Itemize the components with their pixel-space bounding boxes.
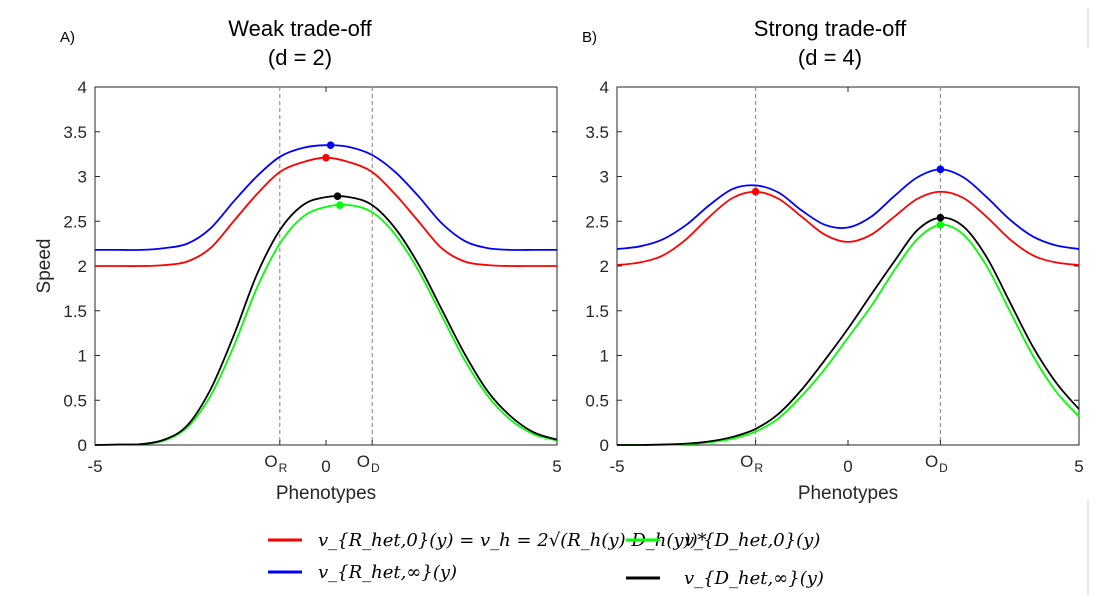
series-line-1-a xyxy=(95,144,557,251)
y-tick-label-b: 3.5 xyxy=(585,123,609,142)
peak-marker-3-a xyxy=(333,192,342,200)
optimum-label-r-b: OR xyxy=(740,452,763,475)
chart-subtitle-a: (d = 2) xyxy=(268,45,332,70)
series-line-2-b xyxy=(616,223,1080,446)
x-tick-label-a: 0 xyxy=(321,457,330,476)
legend-label-green: v_{D_het,0}(y) xyxy=(684,530,820,551)
chart-panel-a: A) Weak trade-off (d = 2) Phenotypes Spe… xyxy=(34,16,562,504)
x-axis-label-a: Phenotypes xyxy=(276,483,376,504)
chart-title-b: Strong trade-off xyxy=(754,16,907,41)
y-tick-label-b: 1.5 xyxy=(585,302,609,321)
optimum-label-d-b: OD xyxy=(925,452,948,475)
peak-marker-2-a xyxy=(336,201,344,209)
x-tick-label-b: 0 xyxy=(843,457,852,476)
y-tick-label-b: 3 xyxy=(600,168,609,187)
y-axis-label-a: Speed xyxy=(34,239,55,294)
peak-marker-0-a xyxy=(322,153,330,162)
legend-label-black: v_{D_het,∞}(y) xyxy=(684,568,824,589)
series-line-0-b xyxy=(616,190,1080,267)
y-tick-label-b: 2 xyxy=(600,257,609,276)
panel-label-a: A) xyxy=(60,29,75,46)
x-axis-label-b: Phenotypes xyxy=(798,483,898,504)
series-line-3-a xyxy=(94,195,558,446)
y-tick-label-a: 2.5 xyxy=(63,212,87,231)
y-tick-label-b: 2.5 xyxy=(585,212,609,231)
plot-area-b xyxy=(616,86,1080,446)
y-tick-label-b: 0.5 xyxy=(585,391,609,410)
optimum-label-d-a: OD xyxy=(357,452,380,475)
y-tick-label-a: 0.5 xyxy=(63,391,87,410)
peak-marker-1-a xyxy=(326,141,335,149)
peak-marker-0-b xyxy=(751,187,760,196)
y-tick-label-b: 4 xyxy=(600,78,609,97)
chart-title-a: Weak trade-off xyxy=(228,16,372,41)
series-line-0-a xyxy=(95,156,557,267)
legend-label-blue: v_{R_het,∞}(y) xyxy=(318,562,457,583)
chart-subtitle-b: (d = 4) xyxy=(798,45,862,70)
x-tick-label-b: 5 xyxy=(1074,457,1083,476)
y-tick-label-a: 1.5 xyxy=(63,302,87,321)
peak-marker-3-b xyxy=(936,213,945,222)
y-tick-label-a: 2 xyxy=(78,257,87,276)
optimum-label-r-a: OR xyxy=(264,452,287,475)
y-tick-label-a: 4 xyxy=(78,78,87,97)
legend: v_{R_het,0}(y) = v_h = 2√(R_h(y) D_h(y))… xyxy=(268,530,824,589)
series-line-3-b xyxy=(616,216,1080,446)
y-tick-label-b: 1 xyxy=(600,347,609,366)
x-tick-label-a: -5 xyxy=(87,457,102,476)
y-tick-label-a: 1 xyxy=(78,347,87,366)
y-tick-label-a: 3.5 xyxy=(63,123,87,142)
chart-panel-b: B) Strong trade-off (d = 4) Phenotypes 0… xyxy=(582,16,1084,504)
legend-label-red: v_{R_het,0}(y) = v_h = 2√(R_h(y) D_h(y))… xyxy=(318,530,707,551)
y-tick-label-b: 0 xyxy=(600,436,609,455)
x-tick-label-a: 5 xyxy=(552,457,561,476)
peak-marker-2-b xyxy=(936,221,945,229)
series-line-2-a xyxy=(94,203,558,446)
panel-label-b: B) xyxy=(582,29,597,46)
y-tick-label-a: 3 xyxy=(78,168,87,187)
series-line-1-b xyxy=(616,168,1080,250)
y-tick-label-a: 0 xyxy=(78,436,87,455)
x-tick-label-b: -5 xyxy=(609,457,624,476)
peak-marker-1-b xyxy=(936,165,945,174)
